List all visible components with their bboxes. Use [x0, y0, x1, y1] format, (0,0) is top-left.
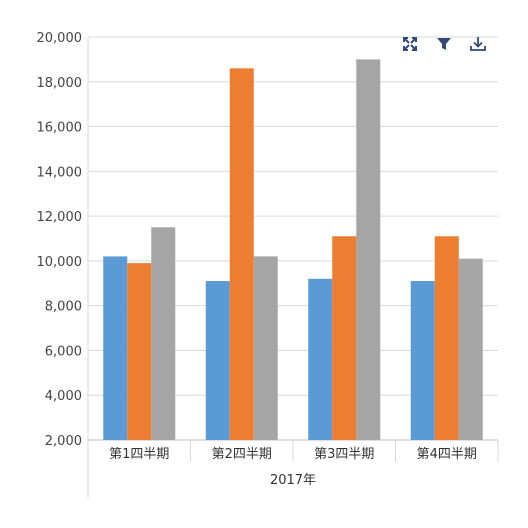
y-tick-label: 4,000: [45, 389, 82, 404]
bar-series2-2[interactable]: [229, 68, 254, 440]
y-tick-label: 6,000: [45, 344, 82, 359]
bar-series1-1[interactable]: [103, 256, 128, 440]
bar-series3-3[interactable]: [356, 59, 381, 441]
y-tick-label: 14,000: [37, 165, 83, 180]
x-axis-group-label: 2017年: [270, 473, 316, 488]
x-category-label: 第2四半期: [212, 447, 272, 462]
bar-series3-4[interactable]: [458, 258, 483, 440]
bar-series1-4[interactable]: [410, 281, 435, 440]
y-tick-label: 20,000: [37, 31, 83, 46]
x-axis-category-labels: 第1四半期 第2四半期 第3四半期 第4四半期: [109, 447, 477, 462]
bar-series1-2[interactable]: [205, 281, 230, 440]
x-category-label: 第3四半期: [314, 447, 374, 462]
filter-icon[interactable]: [434, 34, 454, 54]
bar-series2-3[interactable]: [332, 236, 357, 440]
bars: [103, 59, 483, 441]
x-category-label: 第1四半期: [109, 447, 169, 462]
bar-series2-1[interactable]: [127, 263, 152, 440]
chart-toolbar: [400, 34, 488, 54]
download-icon[interactable]: [468, 34, 488, 54]
y-tick-label: 12,000: [37, 210, 83, 225]
y-tick-label: 8,000: [45, 300, 82, 315]
y-tick-label: 10,000: [37, 255, 83, 270]
bar-series2-4[interactable]: [434, 236, 459, 440]
bar-series1-3[interactable]: [308, 278, 333, 440]
focus-icon[interactable]: [400, 34, 420, 54]
x-category-label: 第4四半期: [417, 447, 477, 462]
y-tick-label: 16,000: [37, 121, 83, 136]
y-axis-tick-labels: 2,000 4,000 6,000 8,000 10,000 12,000 14,000 16…: [37, 31, 83, 449]
y-tick-label: 18,000: [37, 76, 83, 91]
y-tick-label: 2,000: [45, 434, 82, 449]
bar-series3-1[interactable]: [151, 227, 176, 440]
bar-series3-2[interactable]: [253, 256, 278, 440]
